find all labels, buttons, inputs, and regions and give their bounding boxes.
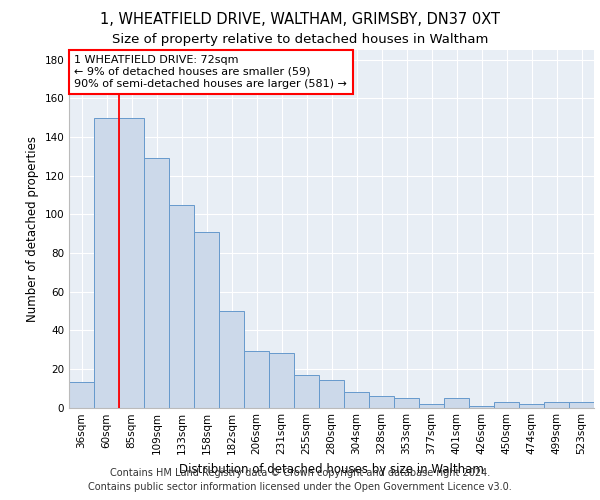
Bar (269, 354, 294, 408)
Text: Size of property relative to detached houses in Waltham: Size of property relative to detached ho… (112, 32, 488, 46)
Bar (69, 382, 94, 407)
Bar (219, 311, 244, 408)
Text: 1 WHEATFIELD DRIVE: 72sqm
← 9% of detached houses are smaller (59)
90% of semi-d: 1 WHEATFIELD DRIVE: 72sqm ← 9% of detach… (74, 56, 347, 88)
Bar (444, 398, 469, 407)
Bar (319, 380, 344, 407)
Bar (494, 402, 519, 407)
Bar (294, 374, 319, 408)
Y-axis label: Number of detached properties: Number of detached properties (26, 136, 39, 322)
X-axis label: Distribution of detached houses by size in Waltham: Distribution of detached houses by size … (179, 463, 484, 476)
Bar (469, 406, 494, 407)
Bar (394, 398, 419, 407)
Bar (169, 204, 194, 408)
Bar (419, 404, 444, 407)
Bar (344, 392, 369, 407)
Bar (144, 158, 169, 408)
Bar (569, 402, 594, 407)
Bar (519, 404, 544, 407)
Bar (369, 396, 394, 407)
Text: Contains HM Land Registry data © Crown copyright and database right 2024.
Contai: Contains HM Land Registry data © Crown c… (88, 468, 512, 492)
Text: 1, WHEATFIELD DRIVE, WALTHAM, GRIMSBY, DN37 0XT: 1, WHEATFIELD DRIVE, WALTHAM, GRIMSBY, D… (100, 12, 500, 28)
Bar (194, 232, 219, 408)
Bar (119, 118, 144, 408)
Bar (544, 402, 569, 407)
Bar (244, 352, 269, 408)
Bar (94, 118, 119, 408)
